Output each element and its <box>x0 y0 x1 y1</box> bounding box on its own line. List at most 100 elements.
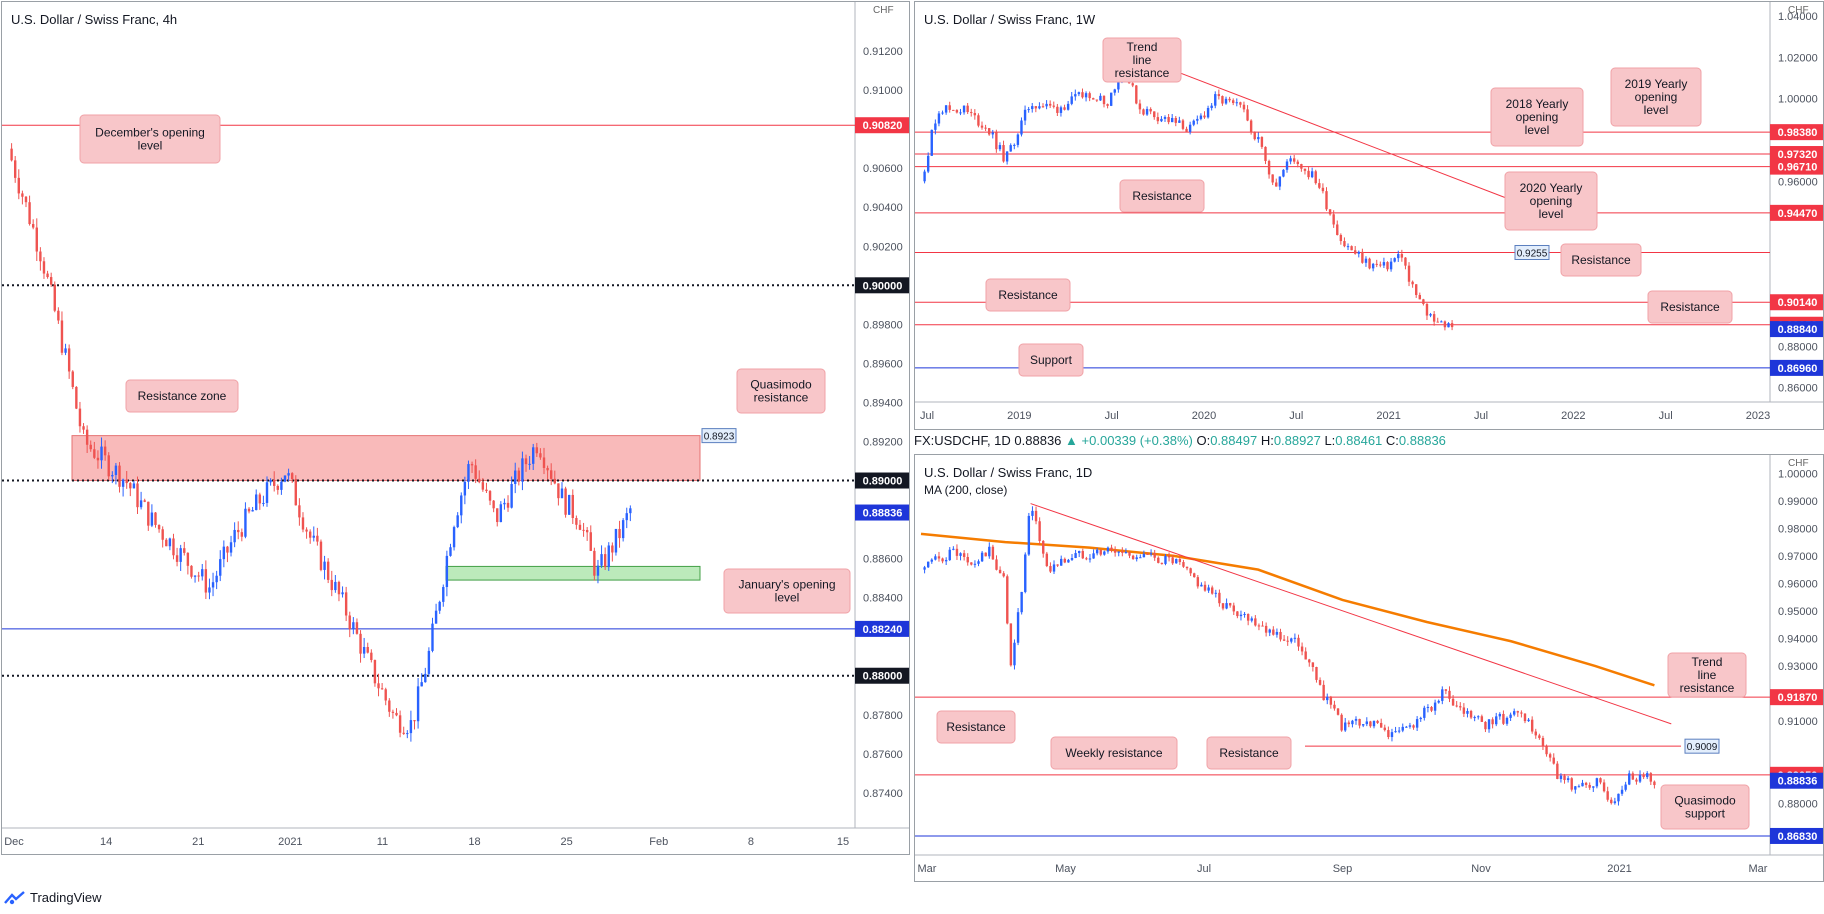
candle-body <box>1157 557 1160 563</box>
candle-body <box>553 478 556 484</box>
candle-body <box>1314 171 1317 184</box>
candle-body <box>1135 85 1138 104</box>
candle-body <box>1268 629 1271 633</box>
candle-body <box>1505 717 1509 724</box>
candle-body <box>294 478 297 506</box>
candle-body <box>1462 707 1466 714</box>
candle-body <box>1174 117 1177 123</box>
candle-body <box>384 689 387 701</box>
candle-body <box>1142 553 1146 558</box>
callout-line: Resistance <box>1660 300 1720 314</box>
y-tick-label: 0.88000 <box>1778 341 1818 353</box>
callout-label: Support <box>1030 353 1073 367</box>
candle-body <box>1351 720 1354 725</box>
candle-body <box>352 622 355 630</box>
last-price: 0.88836 <box>1014 433 1062 448</box>
callout-label: Resistance <box>946 720 1006 734</box>
candle-body <box>585 530 589 533</box>
candle-body <box>1304 651 1307 660</box>
candle-body <box>1393 258 1396 262</box>
candle-body <box>1074 553 1077 559</box>
candle-body <box>481 482 485 490</box>
candle-body <box>614 528 618 553</box>
candle-body <box>139 500 143 508</box>
candle-body <box>1045 553 1049 567</box>
candle-body <box>287 473 290 476</box>
callout-label: Resistance <box>1571 253 1631 267</box>
candle-body <box>114 465 118 476</box>
candle-body <box>49 277 53 285</box>
candle-body <box>1333 704 1336 709</box>
candle-body <box>75 386 78 409</box>
candle-body <box>1516 711 1519 713</box>
candle-body <box>621 520 625 539</box>
candle-body <box>1156 117 1160 122</box>
candle-body <box>1387 730 1390 738</box>
candle-body <box>1631 773 1635 780</box>
zone-tag: 0.8923 <box>704 432 735 443</box>
candle-body <box>1451 698 1455 706</box>
candle-body <box>1310 171 1314 178</box>
candle-body <box>1444 689 1448 691</box>
candle-body <box>1415 719 1419 728</box>
candle-body <box>1418 294 1421 300</box>
y-tick-label: 0.89400 <box>863 397 903 409</box>
chart-1w[interactable]: U.S. Dollar / Swiss Franc, 1W CHF 0.98380… <box>914 1 1824 430</box>
candle-body <box>937 113 941 124</box>
candle-body <box>1193 573 1196 578</box>
candle-body <box>1199 115 1203 119</box>
candle-body <box>593 550 596 576</box>
price-label: 0.90820 <box>863 120 903 132</box>
chart-1d[interactable]: U.S. Dollar / Swiss Franc, 1D MA (200, c… <box>914 454 1824 882</box>
y-tick-label: 0.86000 <box>1778 383 1818 395</box>
x-tick-label: Jul <box>1105 410 1119 422</box>
y-tick-label: 0.94000 <box>1778 633 1818 645</box>
candle-body <box>1106 104 1109 106</box>
y-tick-label: 1.02000 <box>1778 52 1818 64</box>
candle-body <box>1635 779 1638 782</box>
candle-body <box>319 541 323 570</box>
candle-body <box>1002 145 1005 162</box>
candle-body <box>1286 640 1289 642</box>
candle-body <box>1358 718 1361 726</box>
candle-body <box>1060 558 1063 566</box>
tradingview-brand[interactable]: TradingView <box>4 890 102 905</box>
candle-body <box>1426 706 1430 708</box>
candle-body <box>1538 735 1541 738</box>
price-label-box <box>855 667 909 684</box>
candle-body <box>416 686 420 722</box>
callout-label: Resistance <box>1219 746 1279 760</box>
candle-body <box>1289 158 1292 162</box>
callout-line: level <box>1539 207 1564 221</box>
y-tick-label: 1.04000 <box>1778 11 1818 23</box>
candle-body <box>1264 625 1268 633</box>
candle-body <box>991 132 994 135</box>
candle-body <box>1527 719 1530 722</box>
candle-body <box>1620 789 1624 794</box>
price-label: 0.89000 <box>863 476 903 488</box>
candle-body <box>1329 696 1333 705</box>
candle-body <box>1171 557 1174 564</box>
candle-body <box>1103 551 1106 555</box>
candle-body <box>506 502 510 508</box>
price-label: 0.88240 <box>863 624 903 636</box>
chart-4h[interactable]: U.S. Dollar / Swiss Franc, 4h CHF 0.8923 0… <box>1 1 910 855</box>
candle-body <box>129 483 132 489</box>
candle-body <box>283 475 287 482</box>
currency-label: CHF <box>1788 5 1809 16</box>
candle-body <box>1218 592 1221 604</box>
candle-body <box>308 531 312 538</box>
candle-body <box>96 457 100 461</box>
candle-body <box>330 579 333 591</box>
callout-line: opening <box>1635 90 1678 104</box>
candle-body <box>1343 241 1346 247</box>
candle-body <box>1041 106 1045 108</box>
y-tick-label: 0.87400 <box>863 788 903 800</box>
candle-body <box>1336 224 1339 235</box>
callout-line: Support <box>1030 353 1073 367</box>
candle-body <box>1361 251 1364 263</box>
candle-body <box>1207 587 1210 591</box>
candle-body <box>1448 690 1451 699</box>
x-tick-label: 2023 <box>1746 410 1770 422</box>
candle-body <box>1260 137 1264 147</box>
